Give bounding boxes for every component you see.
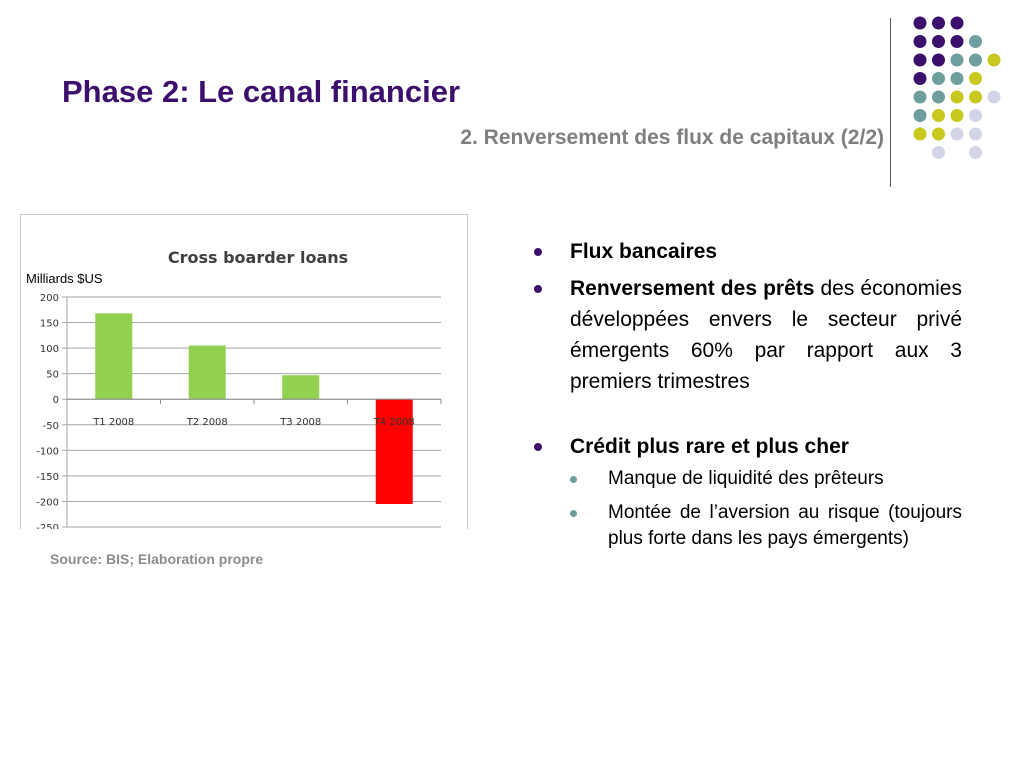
bullet-bold-text: Crédit plus rare et plus cher xyxy=(570,435,849,458)
bar xyxy=(188,345,226,400)
chart-frame: Cross boarder loans 200 150 100 50 0 -50 -100 -1… xyxy=(20,214,468,529)
bar-chart: Cross boarder loans 200 150 100 50 0 -50 -100 -1… xyxy=(36,248,442,529)
slide-title: Phase 2: Le canal financier xyxy=(62,74,461,109)
decorative-dot xyxy=(969,35,982,48)
bullet-list: Flux bancaires Renversement des prêts de… xyxy=(534,236,962,560)
y-tick-label: 0 xyxy=(53,395,59,406)
decorative-dot xyxy=(932,72,945,85)
divider-line xyxy=(890,18,891,187)
decorative-dot xyxy=(950,72,964,85)
decorative-dot xyxy=(913,35,927,48)
y-tick-label: 100 xyxy=(40,344,59,355)
y-tick-label: 50 xyxy=(46,370,59,381)
y-tick-label: -150 xyxy=(36,472,59,483)
bullet-bold-text: Renversement des prêts xyxy=(570,277,815,300)
bullet-text: des économies développées envers le sect… xyxy=(570,277,962,393)
decorative-dot xyxy=(913,53,927,67)
bullet-item-flux-bancaires: Flux bancaires xyxy=(534,236,962,267)
decorative-dot xyxy=(932,35,945,48)
decorative-dot xyxy=(969,109,982,122)
decorative-dot xyxy=(913,109,927,122)
decorative-dot xyxy=(969,72,982,85)
bar xyxy=(95,313,133,400)
sub-bullet-item: Montée de l’aversion au risque (toujours… xyxy=(570,500,962,552)
y-tick-label: -200 xyxy=(36,497,59,508)
decorative-dot xyxy=(913,90,927,104)
decorative-dot xyxy=(932,127,945,141)
decorative-dot xyxy=(950,127,964,141)
y-tick-label: -250 xyxy=(36,523,59,529)
bar xyxy=(375,399,413,504)
decorative-dot xyxy=(950,53,964,67)
decorative-dot xyxy=(950,90,964,104)
x-tick-label: T3 2008 xyxy=(279,417,321,428)
x-tick-label: T2 2008 xyxy=(186,417,228,428)
chart-unit-label: Milliards $US xyxy=(26,271,103,286)
decorative-dot xyxy=(932,146,945,159)
slide-subtitle: 2. Renversement des flux de capitaux (2/… xyxy=(460,126,884,149)
y-tick-label: -50 xyxy=(43,421,59,432)
bar xyxy=(282,375,320,400)
decorative-dot xyxy=(932,53,945,67)
decorative-dot xyxy=(913,72,927,85)
decorative-dot xyxy=(932,90,945,104)
decorative-dot xyxy=(913,16,927,30)
bullet-bold-text: Flux bancaires xyxy=(570,240,718,263)
decorative-dot xyxy=(932,109,945,122)
sub-bullet-item: Manque de liquidité des prêteurs xyxy=(570,466,962,492)
decorative-dot xyxy=(969,146,982,159)
bullet-item-renversement: Renversement des prêts des économies dév… xyxy=(534,273,962,397)
decorative-dot xyxy=(969,127,982,141)
x-tick-label: T4 2008 xyxy=(373,417,415,428)
y-tick-label: 200 xyxy=(40,293,59,304)
decorative-dot xyxy=(950,109,964,122)
decorative-dot xyxy=(969,90,982,104)
y-tick-label: 150 xyxy=(40,319,59,330)
decorative-dot xyxy=(987,90,1001,104)
decorative-dot xyxy=(987,53,1001,67)
chart-title: Cross boarder loans xyxy=(168,248,348,267)
sub-bullet-list: Manque de liquidité des prêteurs Montée … xyxy=(570,466,962,552)
x-tick-label: T1 2008 xyxy=(92,417,134,428)
decorative-dot xyxy=(950,16,964,30)
chart-source: Source: BIS; Elaboration propre xyxy=(50,551,264,567)
decorative-dot xyxy=(969,53,982,67)
decorative-dot xyxy=(932,16,945,30)
y-tick-label: -100 xyxy=(36,446,59,457)
decorative-dot xyxy=(913,127,927,141)
decorative-dot xyxy=(950,35,964,48)
bullet-item-credit: Crédit plus rare et plus cher Manque de … xyxy=(534,431,962,552)
